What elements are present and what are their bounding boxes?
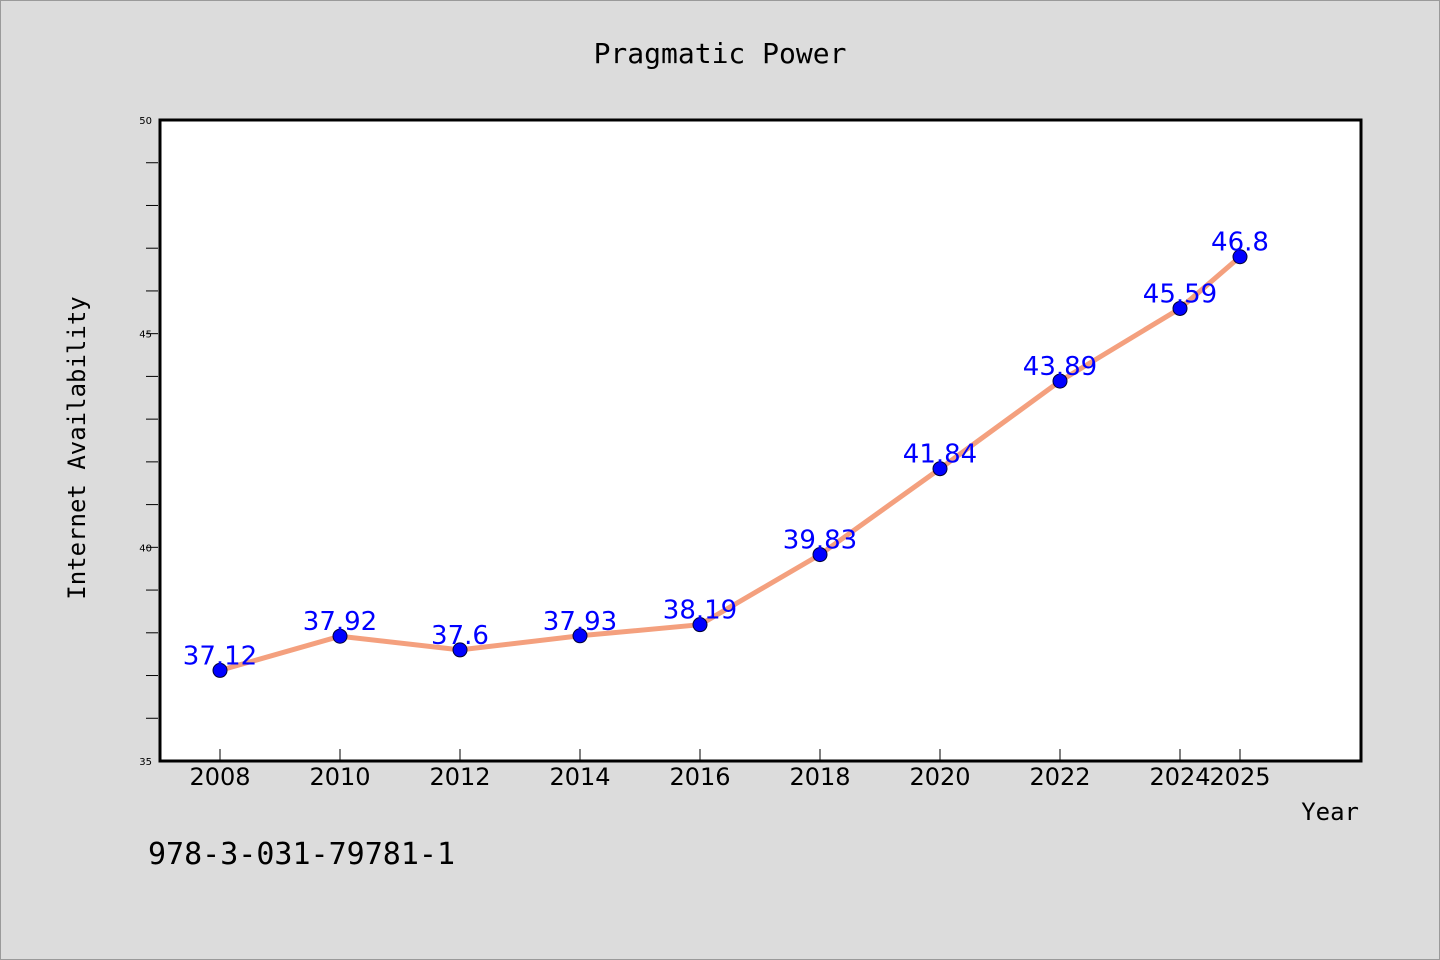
series-markers xyxy=(212,249,1248,678)
y-tick-labels: 35 40 45 50 xyxy=(139,116,152,768)
y-axis-label: Internet Availability xyxy=(63,296,91,599)
data-point-marker xyxy=(1172,300,1188,316)
x-tick-label: 2024 xyxy=(1149,763,1210,791)
x-axis-label: Year xyxy=(1301,798,1359,826)
data-point-marker xyxy=(812,547,828,563)
data-label: 37.92 xyxy=(303,607,377,637)
x-tick-label: 2012 xyxy=(429,763,490,791)
y-tick-label: 35 xyxy=(139,757,152,768)
x-tick-label: 2010 xyxy=(309,763,370,791)
x-ticks xyxy=(219,749,1241,761)
data-point-marker xyxy=(1052,373,1068,389)
data-point-marker xyxy=(572,628,588,644)
y-tick-label: 40 xyxy=(139,543,152,554)
x-tick-label: 2025 xyxy=(1209,763,1270,791)
data-point-marker xyxy=(1232,249,1248,265)
data-point-marker xyxy=(212,662,228,678)
x-tick-label: 2014 xyxy=(549,763,610,791)
data-point-marker xyxy=(332,628,348,644)
y-minor-ticks xyxy=(146,162,158,719)
y-tick-label: 45 xyxy=(139,330,152,341)
data-label: 45.59 xyxy=(1143,279,1217,309)
data-point-marker xyxy=(452,642,468,658)
y-tick-label: 50 xyxy=(139,116,152,127)
data-label: 39.83 xyxy=(783,526,857,556)
data-label: 37.93 xyxy=(543,607,617,637)
data-label: 37.6 xyxy=(431,621,489,651)
x-tick-label: 2022 xyxy=(1029,763,1090,791)
data-label: 43.89 xyxy=(1023,352,1097,382)
data-point-marker xyxy=(692,617,708,633)
x-tick-label: 2018 xyxy=(789,763,850,791)
plot-area xyxy=(158,118,1363,763)
data-label: 37.12 xyxy=(183,641,257,671)
data-label: 46.8 xyxy=(1211,228,1269,258)
data-point-marker xyxy=(932,461,948,477)
x-tick-label: 2016 xyxy=(669,763,730,791)
series-line xyxy=(217,254,1243,673)
x-tick-label: 2020 xyxy=(909,763,970,791)
data-labels: 37.12 37.92 37.6 37.93 38.19 39.83 41.84 43.89 4… xyxy=(183,228,1269,672)
data-label: 38.19 xyxy=(663,596,737,626)
isbn-footer: 978-3-031-79781-1 xyxy=(148,837,455,872)
x-tick-label: 2008 xyxy=(189,763,250,791)
chart-title: Pragmatic Power xyxy=(594,37,847,70)
data-label: 41.84 xyxy=(903,440,977,470)
